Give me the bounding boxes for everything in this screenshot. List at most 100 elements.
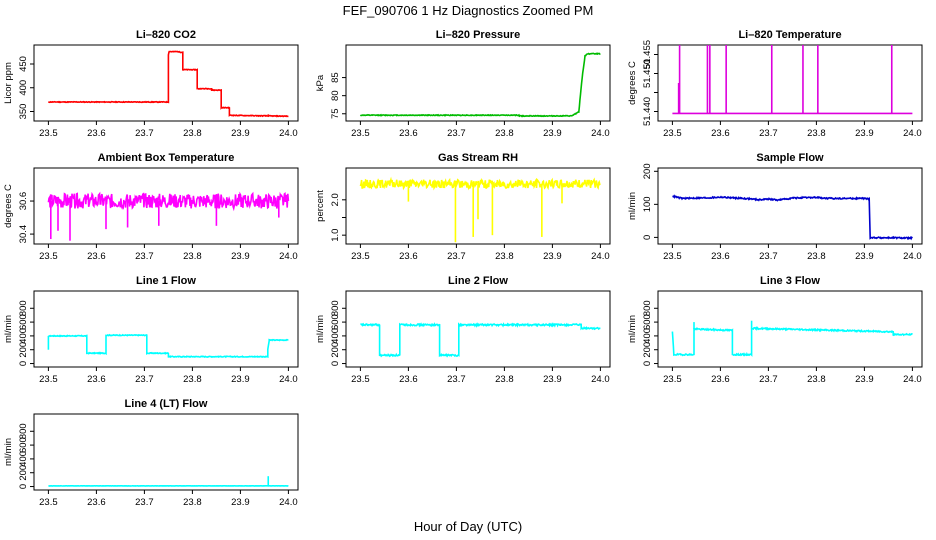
y-tick-label: 0 xyxy=(642,235,653,240)
x-tick-label: 23.5 xyxy=(663,128,682,139)
y-tick-label: 400 xyxy=(18,451,29,467)
plot-area xyxy=(47,50,289,118)
x-tick-label: 23.8 xyxy=(183,497,202,508)
x-tick-label: 23.7 xyxy=(759,251,778,262)
y-tick-label: 51.450 xyxy=(642,59,653,88)
panel-title: Line 2 Flow xyxy=(448,275,508,287)
plot-frame xyxy=(33,44,299,122)
y-axis-label: degrees C xyxy=(627,61,638,105)
panel-grid: Li–820 CO2 Licor ppm 23.5 23.6 23.7 23.8 23.9 2… xyxy=(3,29,923,508)
series-line xyxy=(359,52,601,118)
y-axis-label: ml/min xyxy=(315,315,326,343)
x-tick-label: 23.7 xyxy=(759,374,778,385)
x-tick-label: 24.0 xyxy=(591,128,610,139)
y-tick-label: 75 xyxy=(330,108,341,119)
chart-panel: Ambient Box Temperature degrees C 23.5 23.6… xyxy=(3,152,299,262)
chart-panel: Line 3 Flow ml/min 23.5 23.6 23.7 23.8 23.9 24.… xyxy=(627,275,923,385)
x-tick-label: 23.7 xyxy=(135,128,154,139)
series-line xyxy=(360,322,601,358)
x-tick-label: 24.0 xyxy=(903,128,922,139)
x-tick-label: 24.0 xyxy=(279,374,298,385)
y-tick-label: 400 xyxy=(18,328,29,344)
x-tick-label: 23.5 xyxy=(351,128,370,139)
figure-x-label: Hour of Day (UTC) xyxy=(414,519,522,534)
y-tick-label: 0 xyxy=(18,361,29,366)
x-tick-label: 23.9 xyxy=(231,374,250,385)
chart-panel: Li–820 Temperature degrees C 23.5 23.6 23.7 2… xyxy=(627,29,923,139)
plot-area xyxy=(359,176,601,243)
x-tick-label: 23.5 xyxy=(663,251,682,262)
x-tick-label: 23.7 xyxy=(447,374,466,385)
x-tick-label: 23.6 xyxy=(87,251,106,262)
y-tick-label: 1.0 xyxy=(330,229,341,242)
plot-area xyxy=(360,322,601,358)
x-tick-label: 24.0 xyxy=(903,251,922,262)
x-tick-label: 23.8 xyxy=(807,128,826,139)
plot-frame xyxy=(657,167,923,245)
y-tick-label: 200 xyxy=(18,465,29,481)
panel-title: Gas Stream RH xyxy=(438,152,518,164)
x-tick-label: 23.7 xyxy=(135,374,154,385)
x-tick-label: 24.0 xyxy=(591,251,610,262)
x-tick-label: 23.8 xyxy=(807,251,826,262)
x-tick-label: 24.0 xyxy=(279,497,298,508)
x-tick-label: 23.9 xyxy=(231,251,250,262)
chart-panel: Line 4 (LT) Flow ml/min 23.5 23.6 23.7 23.8 23… xyxy=(3,398,299,508)
x-tick-label: 23.6 xyxy=(399,128,418,139)
y-tick-label: 0 xyxy=(330,361,341,366)
plot-frame xyxy=(657,44,923,122)
plot-frame xyxy=(33,167,299,245)
x-tick-label: 23.6 xyxy=(87,497,106,508)
y-tick-label: 30.4 xyxy=(18,225,29,244)
x-tick-label: 24.0 xyxy=(279,251,298,262)
plot-frame xyxy=(345,167,611,245)
x-tick-label: 23.8 xyxy=(495,251,514,262)
x-tick-label: 23.6 xyxy=(711,374,730,385)
x-tick-label: 23.8 xyxy=(183,374,202,385)
x-tick-label: 23.6 xyxy=(711,128,730,139)
panel-title: Ambient Box Temperature xyxy=(98,152,235,164)
y-tick-label: 2.0 xyxy=(330,193,341,206)
series-line xyxy=(47,191,290,212)
y-axis-label: ml/min xyxy=(627,315,638,343)
chart-panel: Gas Stream RH percent 23.5 23.6 23.7 23.8 23.9… xyxy=(315,152,611,262)
y-tick-label: 800 xyxy=(330,300,341,316)
panel-title: Sample Flow xyxy=(756,152,824,164)
plot-frame xyxy=(345,44,611,122)
y-tick-label: 200 xyxy=(642,342,653,358)
series-line xyxy=(672,194,913,241)
y-tick-label: 600 xyxy=(18,314,29,330)
series-line xyxy=(359,176,601,191)
y-tick-label: 51.455 xyxy=(642,40,653,69)
plot-frame xyxy=(33,413,299,491)
plot-area xyxy=(672,45,913,115)
series-line xyxy=(671,326,913,357)
x-tick-label: 23.5 xyxy=(351,251,370,262)
y-tick-label: 600 xyxy=(18,437,29,453)
plot-frame xyxy=(345,290,611,368)
y-tick-label: 350 xyxy=(18,104,29,120)
y-tick-label: 400 xyxy=(18,80,29,96)
x-tick-label: 23.5 xyxy=(39,497,58,508)
x-tick-label: 23.9 xyxy=(543,128,562,139)
x-tick-label: 23.6 xyxy=(711,251,730,262)
y-tick-label: 200 xyxy=(330,342,341,358)
panel-title: Li–820 Temperature xyxy=(738,29,841,41)
y-tick-label: 400 xyxy=(330,328,341,344)
y-tick-label: 800 xyxy=(18,300,29,316)
x-tick-label: 23.6 xyxy=(87,374,106,385)
chart-panel: Line 1 Flow ml/min 23.5 23.6 23.7 23.8 23.9 24.… xyxy=(3,275,299,385)
x-tick-label: 23.7 xyxy=(447,128,466,139)
x-tick-label: 23.6 xyxy=(87,128,106,139)
series-line xyxy=(47,333,289,359)
y-tick-label: 100 xyxy=(642,196,653,212)
x-tick-label: 23.8 xyxy=(183,251,202,262)
y-tick-label: 200 xyxy=(642,163,653,179)
y-tick-label: 200 xyxy=(18,342,29,358)
y-tick-label: 600 xyxy=(330,314,341,330)
x-tick-label: 23.8 xyxy=(495,128,514,139)
y-tick-label: 51.440 xyxy=(642,97,653,126)
y-axis-label: percent xyxy=(315,190,326,222)
plot-area xyxy=(671,320,913,357)
x-tick-label: 23.8 xyxy=(807,374,826,385)
